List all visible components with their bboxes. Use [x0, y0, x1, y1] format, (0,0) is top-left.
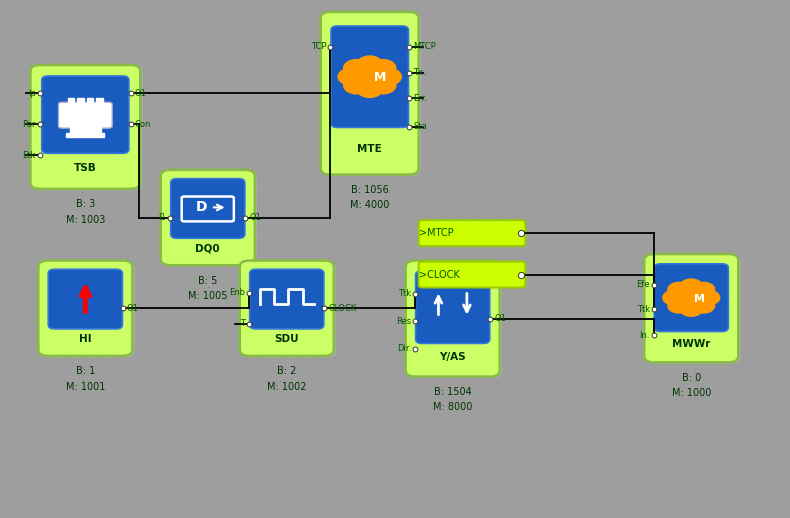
- Text: O1: O1: [126, 304, 139, 313]
- Circle shape: [371, 77, 396, 94]
- Bar: [77, 98, 84, 105]
- Bar: [70, 125, 101, 135]
- Text: M: M: [374, 71, 386, 84]
- Text: B: 1504: B: 1504: [434, 387, 472, 397]
- Circle shape: [371, 60, 396, 76]
- FancyBboxPatch shape: [645, 254, 738, 363]
- Circle shape: [376, 68, 401, 85]
- Text: MWWr: MWWr: [672, 339, 710, 349]
- Text: Por: Por: [22, 120, 36, 129]
- FancyBboxPatch shape: [408, 262, 502, 378]
- Text: O1: O1: [495, 314, 506, 323]
- Circle shape: [663, 291, 685, 305]
- FancyBboxPatch shape: [161, 170, 254, 265]
- FancyBboxPatch shape: [250, 269, 324, 329]
- Circle shape: [681, 291, 702, 305]
- Text: Err.: Err.: [413, 94, 427, 103]
- Text: M: 1002: M: 1002: [267, 382, 307, 392]
- FancyBboxPatch shape: [38, 261, 132, 356]
- Text: M: 1005: M: 1005: [188, 291, 228, 301]
- Bar: [66, 133, 104, 137]
- FancyBboxPatch shape: [419, 220, 525, 246]
- Circle shape: [344, 60, 369, 76]
- Text: Etk: Etk: [23, 151, 36, 160]
- Text: M: 1000: M: 1000: [672, 388, 711, 398]
- Text: B: 5: B: 5: [198, 276, 217, 285]
- Text: B: 3: B: 3: [76, 199, 95, 209]
- Text: HI: HI: [79, 334, 92, 344]
- Circle shape: [338, 68, 363, 85]
- Text: In.: In.: [639, 330, 649, 340]
- Text: T: T: [240, 319, 245, 328]
- Text: Ttk: Ttk: [637, 305, 649, 314]
- Bar: [96, 98, 103, 105]
- Text: Dir.: Dir.: [397, 344, 411, 353]
- FancyBboxPatch shape: [32, 67, 142, 191]
- FancyBboxPatch shape: [654, 264, 728, 332]
- Text: M: 8000: M: 8000: [433, 402, 472, 412]
- Text: Enb: Enb: [229, 288, 245, 297]
- FancyBboxPatch shape: [406, 261, 499, 377]
- FancyBboxPatch shape: [240, 261, 333, 356]
- Text: >CLOCK: >CLOCK: [419, 269, 460, 280]
- Text: B: 1: B: 1: [76, 366, 95, 376]
- Bar: [87, 98, 93, 105]
- FancyBboxPatch shape: [331, 26, 408, 127]
- Text: M: 1003: M: 1003: [66, 215, 105, 225]
- Text: B: 0: B: 0: [682, 373, 701, 383]
- Text: Ttk: Ttk: [398, 289, 411, 298]
- Circle shape: [357, 56, 382, 73]
- Text: O1: O1: [250, 213, 261, 222]
- Circle shape: [680, 302, 702, 316]
- Text: Ip: Ip: [28, 89, 36, 98]
- Text: O1: O1: [135, 89, 147, 98]
- FancyBboxPatch shape: [30, 65, 141, 189]
- Circle shape: [344, 77, 369, 94]
- Text: B: 1056: B: 1056: [351, 185, 389, 195]
- Text: DQ0: DQ0: [195, 243, 220, 253]
- Text: MTCP: MTCP: [413, 42, 436, 51]
- Circle shape: [693, 298, 715, 313]
- Bar: [68, 98, 74, 105]
- Text: Y/AS: Y/AS: [439, 352, 466, 362]
- FancyBboxPatch shape: [419, 262, 525, 287]
- Text: Sta: Sta: [413, 122, 427, 132]
- Text: SDU: SDU: [274, 334, 299, 344]
- FancyBboxPatch shape: [323, 13, 421, 176]
- Text: B: 2: B: 2: [277, 366, 296, 376]
- FancyBboxPatch shape: [646, 256, 741, 364]
- FancyBboxPatch shape: [416, 271, 490, 343]
- Text: CLOCK: CLOCK: [329, 304, 356, 313]
- Text: Tx.: Tx.: [413, 68, 426, 77]
- FancyBboxPatch shape: [42, 76, 129, 153]
- Circle shape: [668, 282, 690, 297]
- FancyBboxPatch shape: [321, 12, 419, 175]
- Text: M: 4000: M: 4000: [350, 200, 389, 210]
- Circle shape: [358, 69, 382, 84]
- Text: I1: I1: [159, 213, 167, 222]
- Text: M: M: [694, 294, 705, 304]
- Text: MTE: MTE: [357, 144, 382, 154]
- Text: M: 1001: M: 1001: [66, 382, 105, 392]
- Circle shape: [357, 81, 382, 97]
- Text: TSB: TSB: [74, 163, 96, 173]
- Circle shape: [698, 291, 720, 305]
- Text: Efe: Efe: [636, 280, 649, 290]
- FancyBboxPatch shape: [41, 262, 134, 357]
- Circle shape: [668, 298, 690, 313]
- Text: TCP: TCP: [310, 42, 326, 51]
- FancyBboxPatch shape: [48, 269, 122, 329]
- FancyBboxPatch shape: [242, 262, 337, 357]
- Circle shape: [693, 282, 715, 297]
- Circle shape: [680, 279, 702, 294]
- FancyBboxPatch shape: [164, 171, 257, 267]
- FancyBboxPatch shape: [58, 102, 112, 128]
- Text: >MTCP: >MTCP: [419, 228, 453, 238]
- Text: Res: Res: [396, 316, 411, 326]
- Text: D: D: [196, 200, 207, 214]
- Text: Con: Con: [135, 120, 151, 129]
- FancyBboxPatch shape: [171, 179, 245, 238]
